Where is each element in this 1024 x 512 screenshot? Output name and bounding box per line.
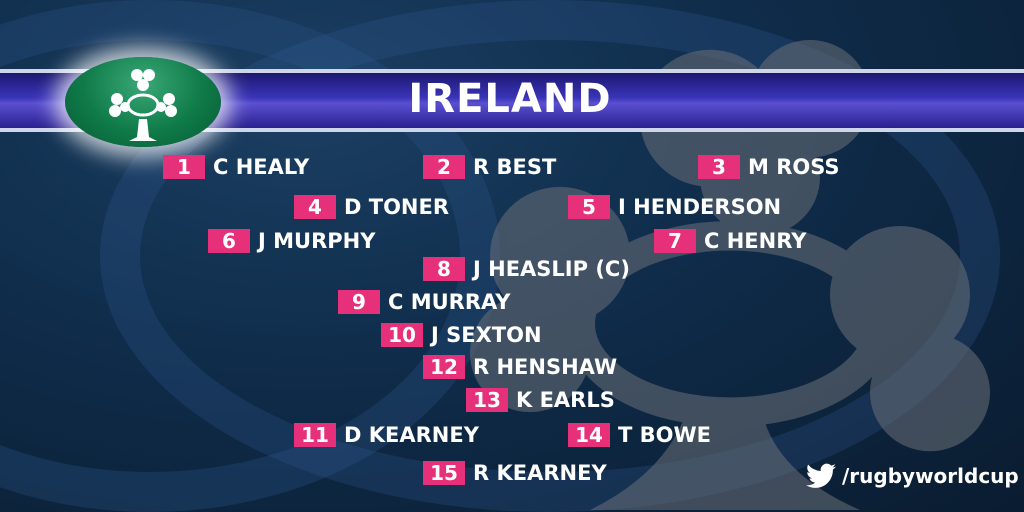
player-number: 14 [568,423,610,447]
player-name: C HEALY [213,155,310,179]
player-number: 3 [698,155,740,179]
player-row: 5 I HENDERSON [568,195,781,219]
player-row: 13 K EARLS [466,388,615,412]
player-row: 10 J SEXTON [381,323,542,347]
player-name: R HENSHAW [473,355,618,379]
player-name: J HEASLIP (C) [473,257,630,281]
player-number: 5 [568,195,610,219]
player-name: C HENRY [704,229,807,253]
shamrock-icon [109,69,177,141]
player-row: 3 M ROSS [698,155,840,179]
player-row: 4 D TONER [294,195,449,219]
player-number: 6 [208,229,250,253]
player-name: T BOWE [618,423,712,447]
banner-top-line [0,69,1024,73]
player-name: D TONER [344,195,450,219]
player-number: 9 [338,290,380,314]
player-row: 12 R HENSHAW [423,355,617,379]
team-logo [65,57,221,147]
player-row: 6 J MURPHY [208,229,375,253]
player-number: 10 [381,323,423,347]
player-name: K EARLS [516,388,615,412]
team-title: IRELAND [408,76,612,122]
player-name: J MURPHY [258,229,376,253]
twitter-handle: /rugbyworldcup [842,464,1019,488]
player-row: 9 C MURRAY [338,290,510,314]
player-name: D KEARNEY [344,423,479,447]
player-name: I HENDERSON [618,195,782,219]
player-name: J SEXTON [431,323,542,347]
twitter-icon [806,463,836,488]
player-number: 13 [466,388,508,412]
player-number: 1 [163,155,205,179]
player-row: 1 C HEALY [163,155,309,179]
player-name: R KEARNEY [473,461,607,485]
player-name: C MURRAY [388,290,511,314]
player-number: 7 [654,229,696,253]
player-number: 11 [294,423,336,447]
player-name: M ROSS [748,155,840,179]
player-row: 7 C HENRY [654,229,806,253]
player-row: 2 R BEST [423,155,556,179]
player-number: 8 [423,257,465,281]
social-handle: /rugbyworldcup [806,463,1019,489]
player-number: 2 [423,155,465,179]
player-row: 8 J HEASLIP (C) [423,257,630,281]
player-row: 15 R KEARNEY [423,461,607,485]
player-name: R BEST [473,155,557,179]
player-row: 14 T BOWE [568,423,711,447]
player-row: 11 D KEARNEY [294,423,479,447]
player-number: 4 [294,195,336,219]
banner-bottom-line [0,128,1024,132]
player-number: 15 [423,461,465,485]
player-number: 12 [423,355,465,379]
